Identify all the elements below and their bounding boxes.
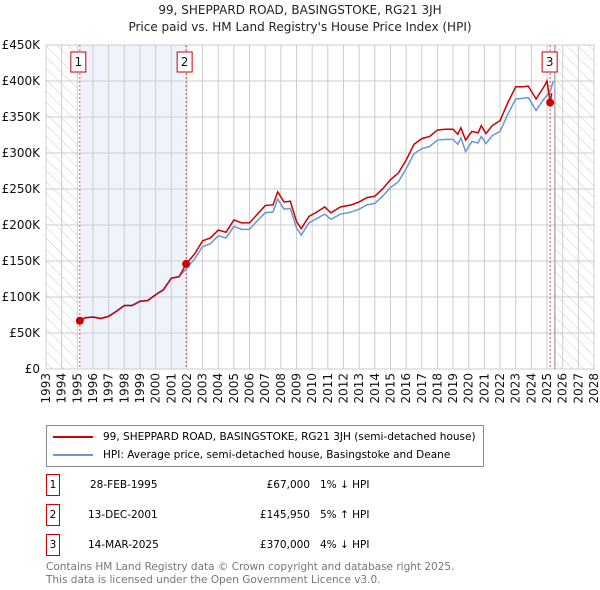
y-tick-label: £300K [2,146,42,160]
sale-number: 3 [46,534,60,556]
legend: 99, SHEPPARD ROAD, BASINGSTOKE, RG21 3JH… [46,425,484,467]
sale-number: 1 [46,474,60,496]
x-tick-label: 2001 [164,373,178,404]
sale-row: 2 13-DEC-2001 £145,950 5% ↑ HPI [46,504,446,526]
legend-item-property: 99, SHEPPARD ROAD, BASINGSTOKE, RG21 3JH… [53,430,476,444]
y-tick-label: £200K [2,218,42,232]
y-tick-label: £350K [2,110,42,124]
x-tick-label: 2018 [430,373,444,404]
y-tick-label: £150K [2,254,42,268]
x-tick-label: 1996 [86,373,100,404]
footer-line: Contains HM Land Registry data © Crown c… [46,561,455,573]
sale-price: £370,000 [259,539,310,551]
sale-label-box [541,51,558,73]
x-tick-label: 1993 [39,373,53,404]
legend-label: 99, SHEPPARD ROAD, BASINGSTOKE, RG21 3JH… [103,431,476,443]
sale-date: 28-FEB-1995 [90,479,158,491]
x-tick-label: 2004 [211,373,225,404]
sale-price: £145,950 [259,509,310,521]
sale-label: 3 [546,55,554,69]
plot-area: 1993 1994 1995 1996 1997 1998 1999 2000 2001 2002… [2,38,600,404]
x-tick-label: 2016 [399,373,413,404]
sale-label-box [176,51,193,73]
price-paid-line [79,78,553,322]
x-tick-label: 1998 [117,373,131,404]
x-tick-label: 1999 [133,373,147,404]
sale-row: 1 28-FEB-1995 £67,000 1% ↓ HPI [46,474,446,496]
y-tick-label: £450K [2,38,42,52]
x-tick-label: 2026 [556,373,570,404]
x-tick-label: 1994 [55,373,69,404]
x-tick-label: 1997 [102,373,116,404]
x-tick-label: 1995 [70,373,84,404]
x-tick-label: 2027 [571,373,585,404]
sale-row: 3 14-MAR-2025 £370,000 4% ↓ HPI [46,534,446,556]
y-tick-label: £250K [2,182,42,196]
sale-point [182,259,191,268]
x-tick-label: 2007 [258,373,272,404]
sale-number: 2 [46,504,60,526]
x-tick-label: 2010 [305,373,319,404]
x-tick-label: 2014 [368,373,382,404]
x-tick-label: 2015 [383,373,397,404]
x-tick-label: 2008 [274,373,288,404]
sale-date: 13-DEC-2001 [88,509,158,521]
x-tick-label: 2022 [493,373,507,404]
x-tick-label: 2012 [336,373,350,404]
sale-hpi-diff: 1% ↓ HPI [320,479,370,491]
x-tick-label: 2028 [587,373,600,404]
x-tick-label: 2017 [415,373,429,404]
sale-label: 1 [74,55,82,69]
x-tick-label: 2003 [196,373,210,404]
x-tick-label: 2005 [227,373,241,404]
x-tick-label: 2000 [149,373,163,404]
sale-hpi-diff: 5% ↑ HPI [320,509,370,521]
legend-label: HPI: Average price, semi-detached house,… [103,449,451,461]
sale-hpi-diff: 4% ↓ HPI [320,539,370,551]
chart-subtitle: Price paid vs. HM Land Registry's House … [128,20,472,34]
x-tick-label: 2025 [540,373,554,404]
x-tick-label: 2011 [321,373,335,404]
x-tick-label: 2021 [477,373,491,404]
footer: Contains HM Land Registry data © Crown c… [46,561,454,587]
y-tick-label: £0 [25,362,40,376]
x-tick-label: 2009 [290,373,304,404]
sale-label-box [70,51,87,73]
y-tick-label: £100K [2,290,42,304]
sale-label: 2 [181,55,189,69]
x-tick-label: 2013 [352,373,366,404]
x-tick-label: 2019 [446,373,460,404]
sale-point [546,98,555,107]
shaded-ownership-period [79,45,187,369]
footer-line: This data is licensed under the Open Gov… [46,574,381,586]
legend-item-hpi: HPI: Average price, semi-detached house,… [53,448,450,462]
hatched-future-region [554,45,594,369]
x-tick-label: 2020 [462,373,476,404]
x-tick-label: 2024 [524,373,538,404]
x-tick-label: 2002 [180,373,194,404]
sale-point [75,316,84,325]
sale-date: 14-MAR-2025 [88,539,159,551]
sale-price: £67,000 [266,479,310,491]
y-tick-label: £400K [2,74,42,88]
y-tick-label: £50K [9,326,41,340]
x-tick-label: 2023 [509,373,523,404]
x-tick-label: 2006 [243,373,257,404]
chart-title: 99, SHEPPARD ROAD, BASINGSTOKE, RG21 3JH [158,3,442,17]
